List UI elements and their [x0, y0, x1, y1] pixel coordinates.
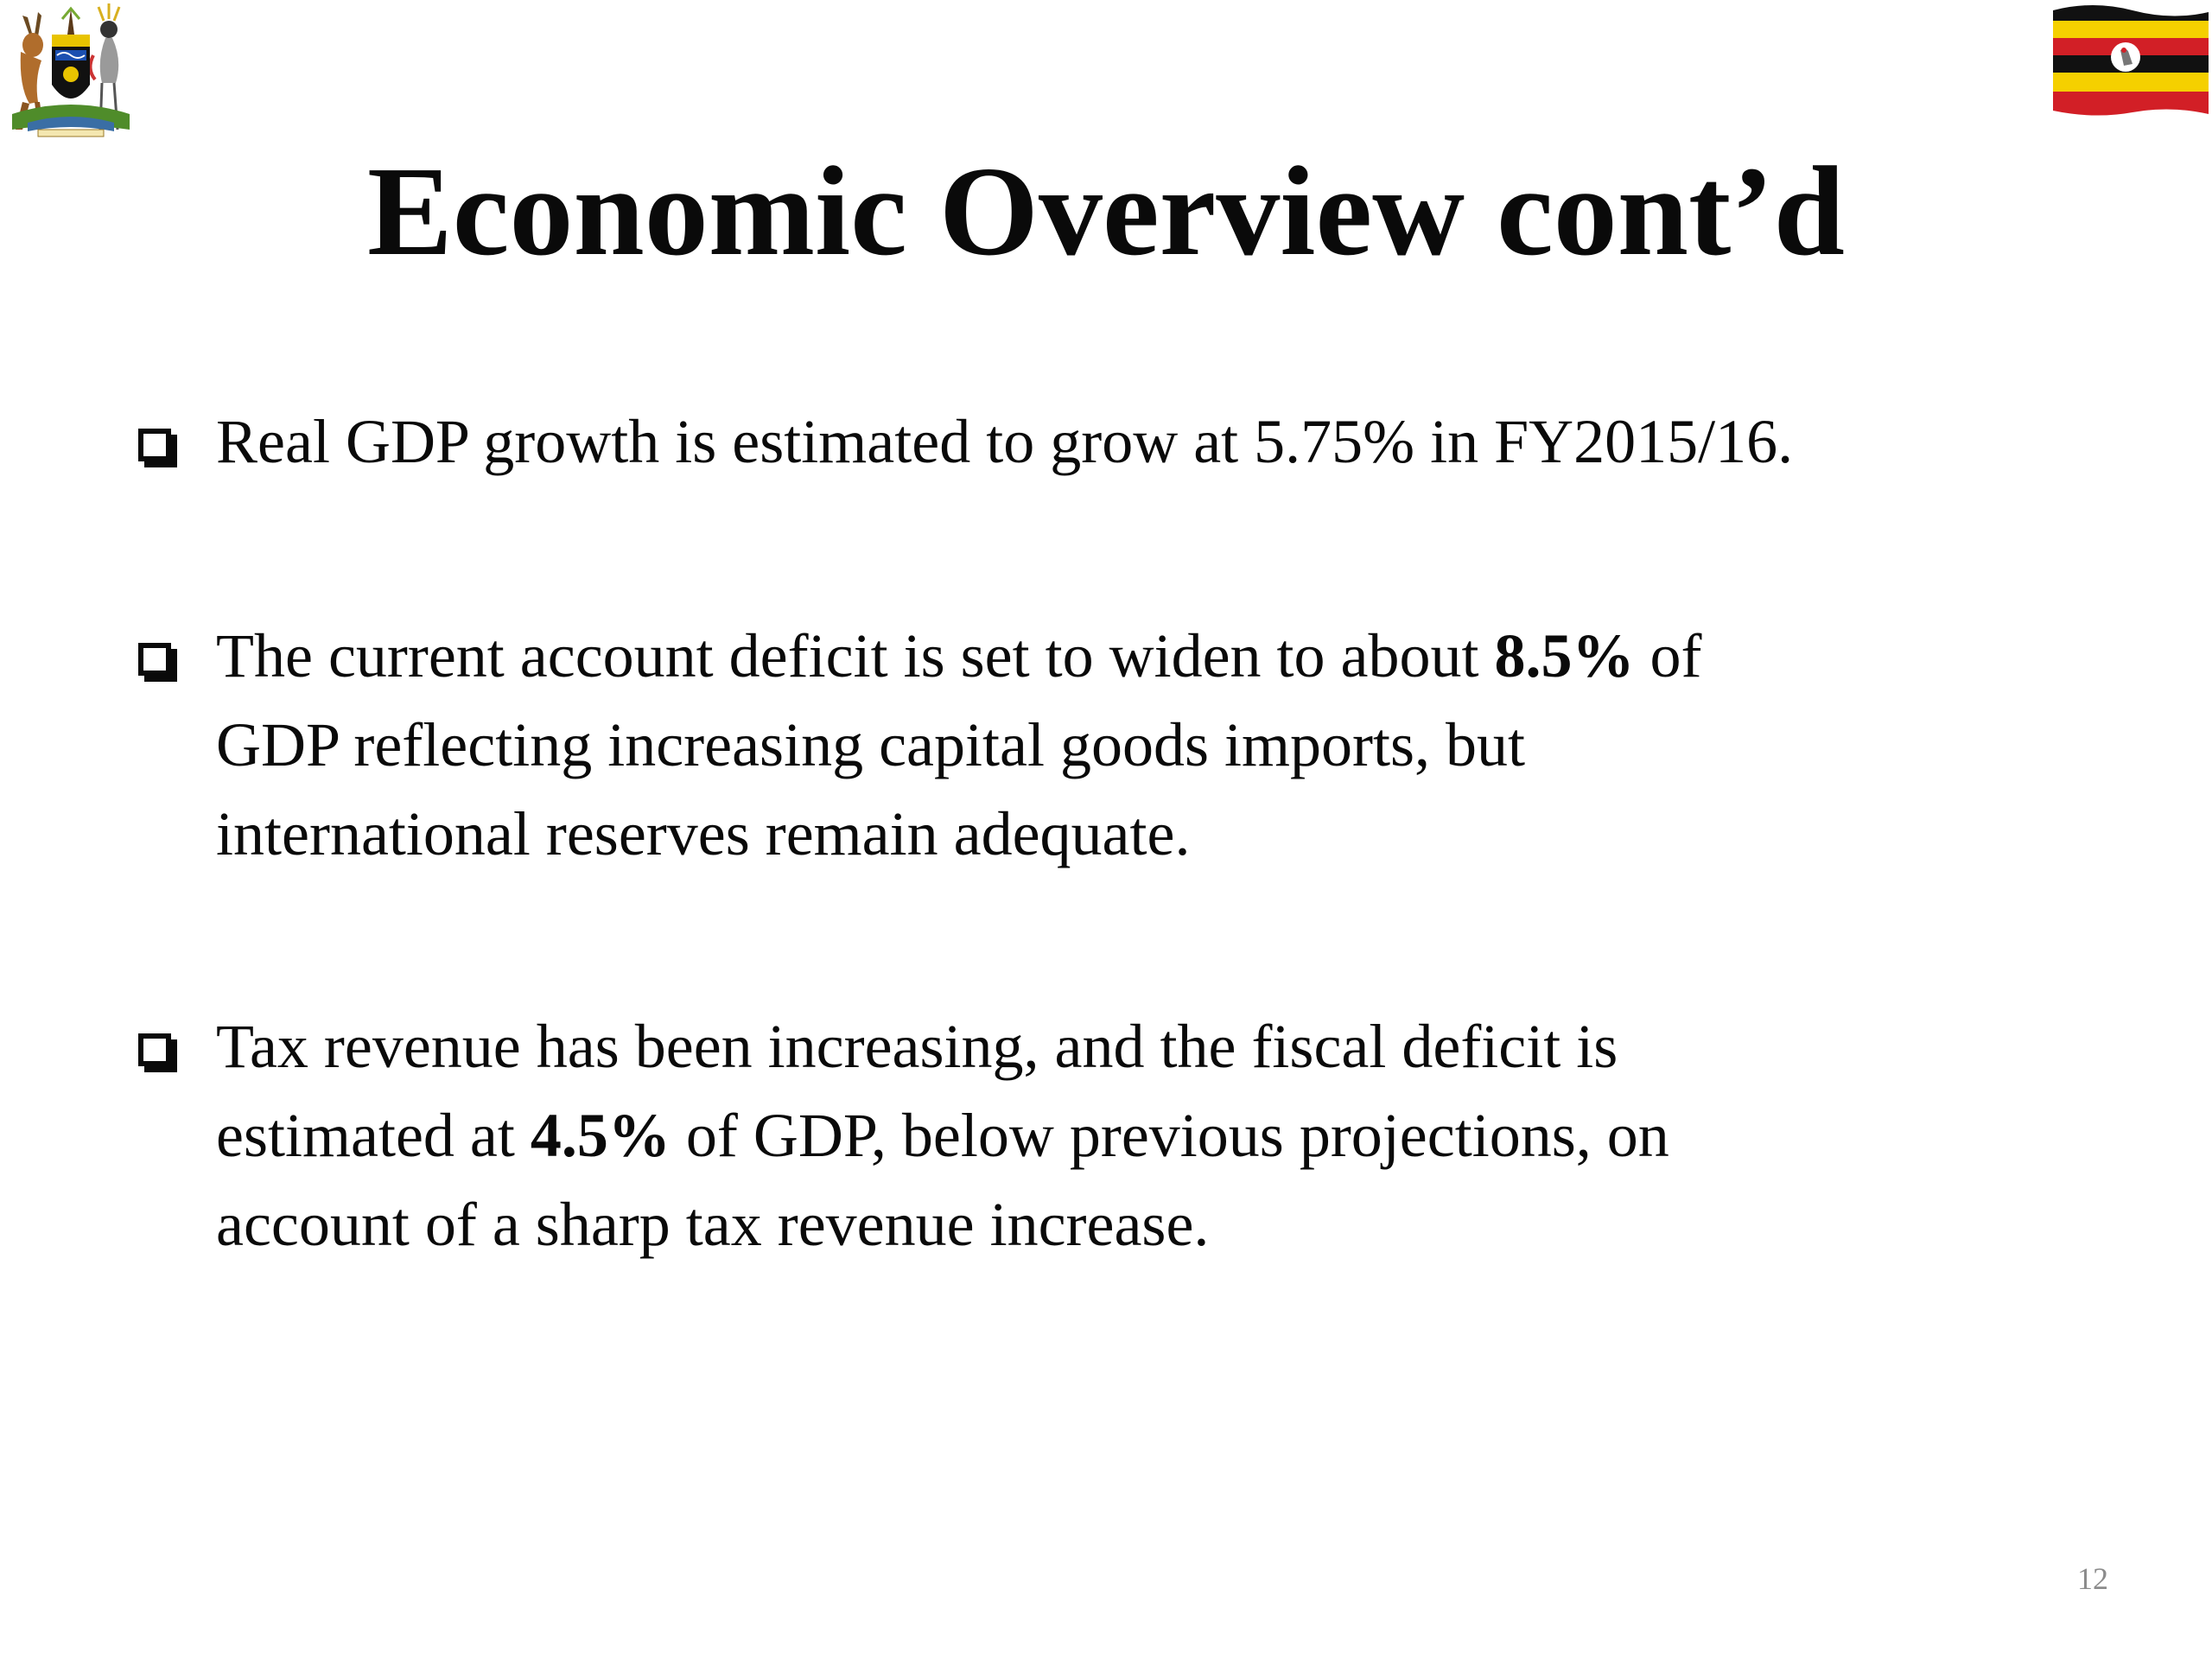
bullet-line: account of a sharp tax revenue increase.: [216, 1180, 2056, 1269]
bullet-item: Real GDP growth is estimated to grow at …: [138, 397, 2143, 486]
page-number: 12: [2077, 1561, 2108, 1596]
uganda-coat-of-arms-icon: [12, 3, 130, 137]
bullet-line: The current account deficit is set to wi…: [216, 612, 2056, 701]
slide-title: Economic Overview cont’d: [367, 141, 1845, 283]
bullet-item: Tax revenue has been increasing, and the…: [138, 1002, 2056, 1269]
bullet-highlight-value: 8.5%: [1494, 621, 1635, 690]
bullet-text: international reserves remain adequate.: [216, 799, 1191, 868]
bullet-line: Real GDP growth is estimated to grow at …: [216, 397, 2143, 486]
bullet-line: Tax revenue has been increasing, and the…: [216, 1002, 2056, 1091]
checkbox-bullet-icon: [138, 429, 171, 461]
bullet-highlight-value: 4.5%: [530, 1101, 671, 1170]
bullet-line: estimated at 4.5% of GDP, below previous…: [216, 1091, 2056, 1180]
bullet-line: GDP reflecting increasing capital goods …: [216, 701, 2056, 790]
checkbox-bullet-icon: [138, 643, 171, 676]
uganda-flag-icon: [2053, 5, 2209, 116]
bullet-item: The current account deficit is set to wi…: [138, 612, 2056, 879]
bullet-text: Real GDP growth is estimated to grow at …: [216, 407, 1794, 476]
bullet-line: international reserves remain adequate.: [216, 790, 2056, 879]
bullet-text: of: [1634, 621, 1702, 690]
bullet-text: of GDP, below previous projections, on: [670, 1101, 1669, 1170]
bullet-text: account of a sharp tax revenue increase.: [216, 1190, 1210, 1259]
bullet-text: Tax revenue has been increasing, and the…: [216, 1012, 1618, 1081]
checkbox-bullet-icon: [138, 1033, 171, 1066]
bullet-text: GDP reflecting increasing capital goods …: [216, 710, 1525, 779]
bullet-text: The current account deficit is set to wi…: [216, 621, 1495, 690]
bullet-text: estimated at: [216, 1101, 531, 1170]
